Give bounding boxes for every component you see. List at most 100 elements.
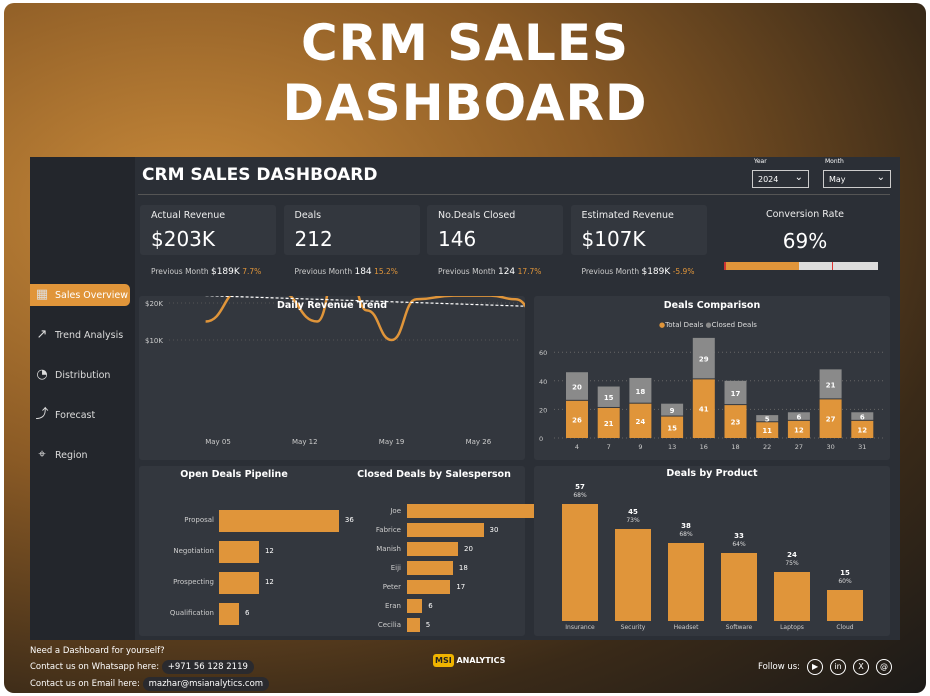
salesperson-bar [407,504,535,518]
label-total: 24 [636,418,646,426]
follow-label: Follow us: [758,662,801,672]
gauge-target [831,262,833,270]
y-tick: 60 [539,349,547,357]
year-select[interactable]: 2024 ⌄ [752,170,809,188]
bar-total [629,403,652,438]
sidebar-item-forecast[interactable]: ⤴ Forecast [30,404,130,426]
whatsapp-label: Contact us on Whatsapp here: [30,662,160,672]
sidebar-item-distribution[interactable]: ◔ Distribution [30,364,130,386]
label-closed: 6 [860,414,865,422]
x-tick: 13 [668,443,676,451]
bar-total [661,416,684,438]
sidebar-item-region[interactable]: ⌖ Region [30,444,130,466]
pipeline-bar [219,603,239,625]
threads-icon[interactable]: @ [876,659,893,675]
label-closed: 17 [731,390,741,398]
grid-icon: ▦ [35,287,49,302]
label-closed: 5 [765,416,770,424]
x-tick: 7 [607,443,611,451]
bar-total [819,399,842,438]
x-tick: May 19 [379,438,405,446]
label-total: 12 [857,426,867,434]
label-total: 12 [794,426,804,434]
x-tick: Headset [673,624,699,631]
label-total: 15 [667,424,677,432]
x-tick: Insurance [565,624,595,631]
youtube-icon[interactable]: ▶ [807,659,824,675]
kpi-prev-value: 124 [497,267,516,277]
value-label: 57 [575,483,585,492]
label-total: 41 [699,406,709,414]
sidebar-item-trend-analysis[interactable]: ↗ Trend Analysis [30,324,130,346]
salesperson-label: Eiji [390,564,401,572]
kpi-card: Estimated Revenue $107K [570,205,707,255]
bar-closed [566,372,588,400]
product-bar [562,504,598,621]
chart-title: Deals by Product [666,468,758,479]
year-label: Year [754,158,767,165]
product-bar [721,553,757,621]
dashboard-title: CRM SALES DASHBOARD [142,165,378,185]
x-icon[interactable]: X [853,659,870,675]
salesperson-bar [407,599,423,613]
kpi-card: Deals 212 [283,205,420,255]
month-select[interactable]: May ⌄ [823,170,891,188]
whatsapp-link[interactable]: +971 56 128 2119 [161,660,254,674]
salesperson-bar [407,580,451,594]
bar-closed [819,369,842,399]
email-label: Contact us on Email here: [30,679,140,689]
revenue-line [205,296,525,342]
kpi-label: Deals [294,210,322,221]
location-pin-icon: ⌖ [38,447,46,462]
kpi-card: No.Deals Closed 146 [427,205,563,255]
email-link[interactable]: mazhar@msianalytics.com [142,677,270,691]
label-closed: 29 [699,356,709,364]
sidebar-item-label: Distribution [55,369,111,381]
kpi-label: Actual Revenue [151,210,226,221]
sidebar-item-label: Trend Analysis [55,329,124,341]
x-tick: 27 [795,443,803,451]
kpi-prev-label: Previous Month [438,267,496,276]
x-tick: Cloud [836,624,854,631]
legend-total: Total Deals [665,321,704,329]
salesperson-label: Peter [382,583,401,591]
legend-closed: Closed Deals [711,321,757,329]
x-tick: 4 [575,443,579,451]
kpi-prev-value: $189K [641,267,671,277]
divider [138,194,890,195]
sidebar-item-sales-overview[interactable]: ▦ Sales Overview [30,284,130,306]
kpi-value: $107K [581,227,646,251]
x-tick: 31 [858,443,866,451]
kpi-card: Actual Revenue $203K [140,205,276,255]
label-closed: 6 [796,414,801,422]
conversion-gauge [724,262,878,270]
salesperson-bar [407,561,453,575]
label-closed: 18 [636,388,646,396]
deals-by-product-card: Deals by Product 57 68% Insurance 45 73% Secu… [534,466,890,636]
product-bar [827,590,863,621]
value-label: 24 [787,550,797,559]
value-label: 30 [489,526,499,534]
category-label: Negotiation [173,547,214,555]
salesperson-label: Manish [376,545,401,553]
kpi-label: No.Deals Closed [438,210,516,221]
label-total: 27 [826,416,836,424]
x-tick: 22 [763,443,771,451]
kpi-previous: Previous Month $189K 7.7% [151,267,261,277]
kpi-value: 146 [438,227,477,251]
linkedin-icon[interactable]: in [830,659,847,675]
chevron-down-icon: ⌄ [876,172,885,183]
kpi-prev-label: Previous Month [581,267,640,276]
pipeline-card: Open Deals Pipeline Closed Deals by Sale… [139,466,549,636]
value-label: 36 [344,516,354,524]
salesperson-label: Fabrice [375,526,401,534]
pipeline-bar [219,541,259,563]
label-closed: 15 [604,394,614,402]
x-tick: Security [620,624,646,631]
trend-chart-icon: ↗ [36,327,48,342]
deals-comparison-card: 60 40 20 0 26 20 4 21 15 7 24 18 9 15 9 13 … [534,296,890,460]
bar-closed [661,403,684,416]
